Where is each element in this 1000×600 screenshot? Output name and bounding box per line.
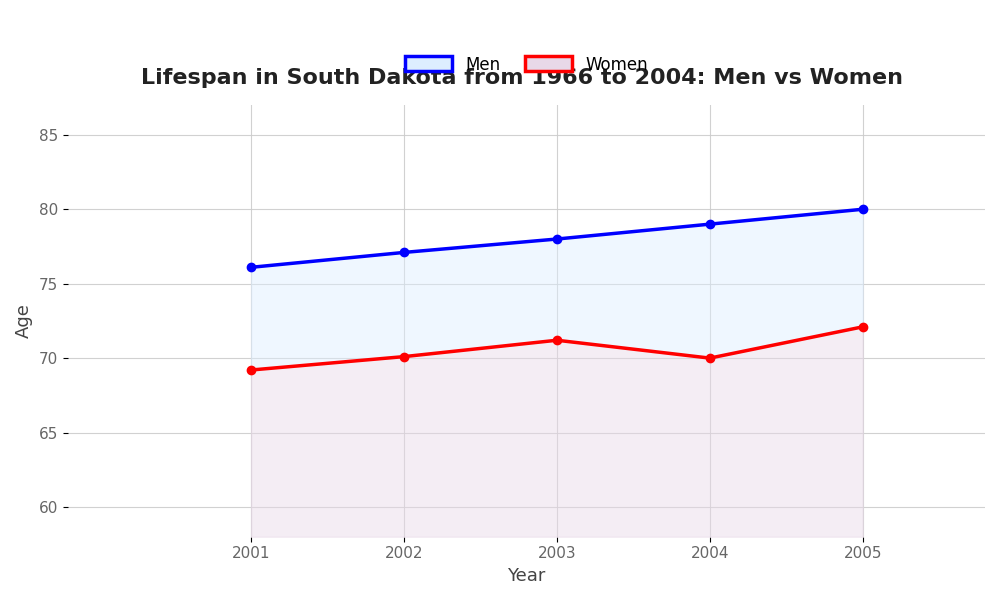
Men <box>245 264 257 271</box>
Legend: Men, Women: Men, Women <box>398 49 654 80</box>
Men <box>857 206 869 213</box>
Women <box>551 337 563 344</box>
Text: Lifespan in South Dakota from 1966 to 2004: Men vs Women: Lifespan in South Dakota from 1966 to 20… <box>141 68 903 88</box>
Women <box>857 323 869 331</box>
X-axis label: Year: Year <box>507 567 546 585</box>
Men <box>551 235 563 242</box>
Y-axis label: Age: Age <box>15 304 33 338</box>
Women <box>398 353 410 360</box>
Women <box>245 367 257 374</box>
Line: Men: Men <box>247 205 867 271</box>
Women <box>704 355 716 362</box>
Men <box>704 221 716 228</box>
Line: Women: Women <box>247 323 867 374</box>
Men <box>398 249 410 256</box>
